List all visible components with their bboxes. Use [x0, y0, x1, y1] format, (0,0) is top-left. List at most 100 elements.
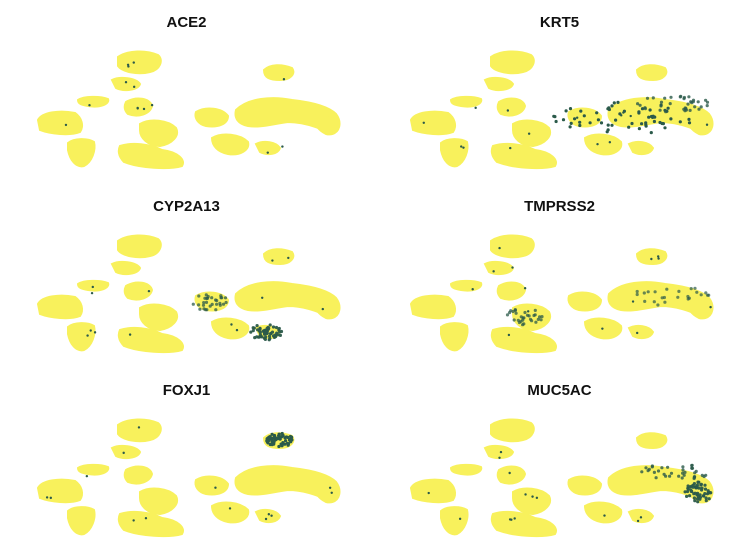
expression-hotspot-dot: [680, 476, 684, 480]
expression-dot: [526, 310, 530, 313]
expression-hotspot-dot: [666, 106, 670, 110]
expression-dot: [88, 104, 91, 107]
umap-plot-area: [409, 234, 714, 354]
expression-hotspot-dot: [689, 100, 693, 104]
expression-hotspot-dot: [534, 320, 538, 324]
expression-hotspot-dot: [276, 333, 280, 337]
expression-hotspot-dot: [249, 330, 253, 334]
expression-hotspot-dot: [197, 294, 201, 298]
expression-dot: [524, 493, 527, 496]
expression-hotspot-dot: [649, 131, 653, 135]
cluster-left-upper: [449, 95, 483, 108]
expression-hotspot-dot: [262, 336, 266, 340]
expression-hotspot-dot: [635, 289, 639, 294]
expression-dot: [511, 266, 514, 269]
cluster-right-lower: [210, 133, 250, 156]
expression-hotspot-dot: [690, 463, 694, 468]
panel-title: KRT5: [539, 14, 580, 31]
expression-dot: [267, 513, 271, 516]
expression-hotspot-dot: [668, 102, 672, 106]
expression-hotspot-dot: [689, 489, 693, 493]
expression-dot: [270, 514, 273, 517]
expression-dot: [705, 123, 709, 126]
expression-dot: [492, 270, 495, 273]
expression-hotspot-dot: [643, 107, 647, 111]
cluster-mid-low-left: [67, 322, 96, 352]
expression-hotspot-dot: [646, 290, 650, 294]
cluster-top-center: [490, 50, 535, 75]
expression-hotspot-dot: [278, 437, 282, 441]
expression-dot: [228, 507, 232, 510]
expression-hotspot-dot: [511, 309, 515, 314]
cluster-center-low: [117, 142, 184, 170]
expression-hotspot-dot: [595, 111, 599, 115]
expression-hotspot-dot: [202, 301, 206, 305]
expression-hotspot-dot: [651, 96, 655, 100]
expression-dot: [261, 296, 264, 300]
expression-dot: [636, 519, 640, 523]
cluster-left-upper: [449, 463, 483, 476]
cluster-mid-center: [123, 465, 154, 485]
expression-hotspot-dot: [698, 497, 702, 501]
cluster-top-center-2: [110, 260, 142, 276]
expression-hotspot-dot: [505, 313, 510, 317]
expression-hotspot-dot: [663, 126, 667, 130]
expression-hotspot-dot: [210, 296, 214, 300]
expression-hotspot-dot: [662, 472, 666, 476]
expression-hotspot-dot: [663, 300, 667, 304]
expression-dot: [137, 426, 141, 429]
expression-hotspot-dot: [703, 487, 708, 491]
cluster-left-upper: [76, 463, 110, 476]
expression-hotspot-dot: [281, 433, 285, 438]
expression-dot: [656, 255, 660, 258]
expression-hotspot-dot: [579, 109, 583, 113]
umap-panel-muc5ac: MUC5AC: [373, 368, 746, 552]
expression-hotspot-dot: [288, 434, 293, 439]
expression-dot: [150, 103, 154, 107]
expression-hotspot-dot: [522, 316, 526, 320]
expression-dot: [271, 259, 274, 262]
expression-hotspot-dot: [606, 123, 610, 127]
expression-hotspot-dot: [271, 325, 276, 329]
expression-dot: [142, 107, 146, 111]
expression-hotspot-dot: [647, 467, 651, 471]
cluster-center-big: [512, 119, 551, 148]
cluster-top-center: [490, 234, 535, 259]
expression-hotspot-dot: [564, 109, 568, 113]
cluster-right-lower: [210, 501, 250, 524]
cluster-mid-center: [496, 281, 527, 301]
expression-hotspot-dot: [681, 468, 685, 472]
expression-hotspot-dot: [703, 483, 707, 487]
expression-hotspot-dot: [512, 318, 516, 322]
expression-dot: [508, 518, 512, 521]
expression-hotspot-dot: [683, 490, 687, 494]
expression-hotspot-dot: [692, 482, 696, 486]
cluster-center-big: [139, 303, 178, 332]
expression-hotspot-dot: [533, 308, 537, 312]
expression-hotspot-dot: [610, 123, 614, 127]
expression-hotspot-dot: [519, 315, 523, 319]
expression-hotspot-dot: [530, 319, 534, 323]
expression-dot: [235, 328, 239, 332]
cluster-right-island: [262, 248, 295, 266]
expression-hotspot-dot: [251, 326, 255, 330]
expression-dot: [147, 289, 151, 293]
expression-dot: [603, 514, 606, 517]
expression-hotspot-dot: [277, 432, 281, 436]
expression-dot: [122, 451, 125, 455]
cluster-center-low: [490, 142, 557, 170]
expression-hotspot-dot: [693, 105, 697, 109]
expression-dot: [422, 121, 425, 125]
expression-hotspot-dot: [688, 108, 692, 112]
expression-dot: [639, 516, 643, 519]
expression-hotspot-dot: [686, 489, 690, 494]
expression-hotspot-dot: [694, 486, 698, 490]
expression-hotspot-dot: [606, 107, 610, 111]
expression-hotspot-dot: [532, 313, 536, 318]
expression-hotspot-dot: [274, 325, 279, 330]
expression-hotspot-dot: [268, 323, 272, 327]
expression-dot: [499, 450, 503, 454]
expression-hotspot-dot: [663, 96, 667, 100]
expression-hotspot-dot: [640, 107, 645, 111]
umap-panel-tmprss2: TMPRSS2: [373, 184, 746, 368]
